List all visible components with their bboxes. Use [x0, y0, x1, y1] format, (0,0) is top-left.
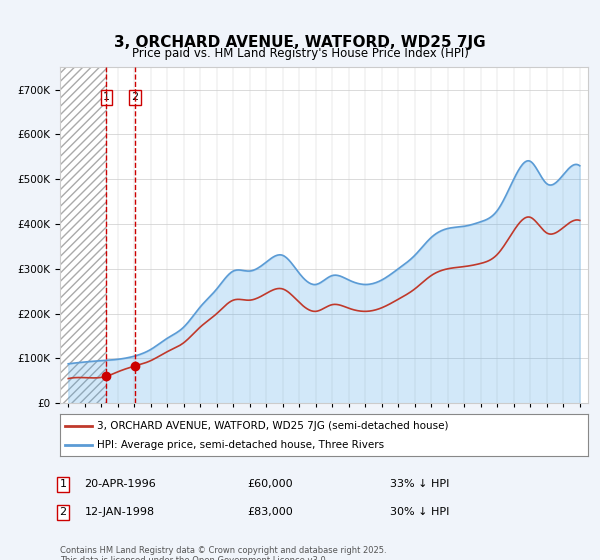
Text: 1: 1 [103, 92, 110, 102]
Text: 12-JAN-1998: 12-JAN-1998 [85, 507, 155, 517]
Text: £60,000: £60,000 [247, 479, 293, 489]
Bar [60, 67, 106, 403]
Text: 20-APR-1996: 20-APR-1996 [84, 479, 156, 489]
Text: 33% ↓ HPI: 33% ↓ HPI [391, 479, 449, 489]
Text: HPI: Average price, semi-detached house, Three Rivers: HPI: Average price, semi-detached house,… [97, 440, 384, 450]
Text: 2: 2 [59, 507, 67, 517]
Text: £83,000: £83,000 [247, 507, 293, 517]
Text: 3, ORCHARD AVENUE, WATFORD, WD25 7JG: 3, ORCHARD AVENUE, WATFORD, WD25 7JG [114, 35, 486, 49]
Text: 3, ORCHARD AVENUE, WATFORD, WD25 7JG (semi-detached house): 3, ORCHARD AVENUE, WATFORD, WD25 7JG (se… [97, 421, 448, 431]
Text: 2: 2 [131, 92, 139, 102]
Text: Contains HM Land Registry data © Crown copyright and database right 2025.
This d: Contains HM Land Registry data © Crown c… [60, 546, 386, 560]
Text: 30% ↓ HPI: 30% ↓ HPI [391, 507, 449, 517]
Text: Price paid vs. HM Land Registry's House Price Index (HPI): Price paid vs. HM Land Registry's House … [131, 46, 469, 60]
Text: 1: 1 [59, 479, 67, 489]
